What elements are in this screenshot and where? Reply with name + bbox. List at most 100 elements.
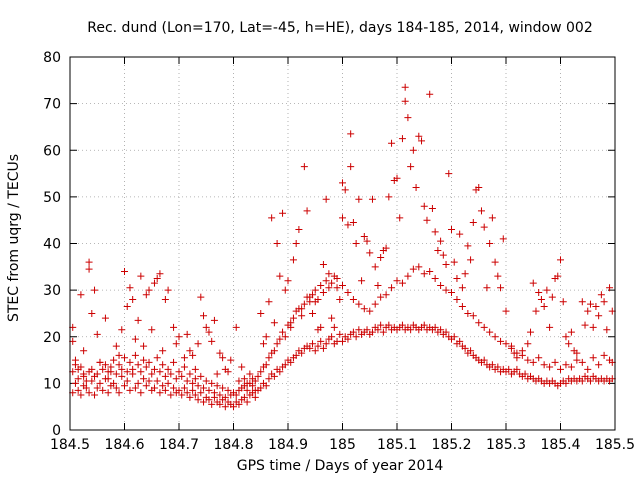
- data-point: [115, 351, 123, 359]
- data-point: [415, 132, 423, 140]
- data-point: [431, 323, 439, 331]
- data-point: [289, 314, 297, 322]
- data-point: [581, 321, 589, 329]
- data-point: [191, 375, 199, 383]
- y-tick-label: 80: [43, 50, 61, 66]
- data-point: [150, 365, 158, 373]
- data-point: [314, 295, 322, 303]
- data-point: [164, 286, 172, 294]
- data-point: [513, 365, 521, 373]
- data-point: [319, 344, 327, 352]
- data-point: [216, 400, 224, 408]
- data-point: [445, 170, 453, 178]
- data-point: [494, 363, 502, 371]
- data-point: [393, 174, 401, 182]
- data-point: [379, 328, 387, 336]
- data-point: [309, 309, 317, 317]
- data-point: [328, 333, 336, 341]
- data-point: [85, 265, 93, 273]
- data-point: [180, 354, 188, 362]
- data-point: [437, 326, 445, 334]
- data-point: [371, 263, 379, 271]
- data-point: [107, 363, 115, 371]
- data-point: [325, 270, 333, 278]
- data-point: [287, 319, 295, 327]
- data-point: [189, 386, 197, 394]
- data-point: [257, 368, 265, 376]
- data-point: [205, 386, 213, 394]
- data-point: [333, 284, 341, 292]
- data-point: [246, 370, 254, 378]
- data-point: [401, 97, 409, 105]
- data-point: [208, 400, 216, 408]
- data-point: [200, 384, 208, 392]
- data-point: [292, 240, 300, 247]
- data-point: [91, 391, 99, 399]
- data-point: [314, 342, 322, 350]
- data-point: [548, 293, 556, 301]
- data-point: [80, 347, 88, 355]
- data-point: [442, 260, 450, 268]
- data-point: [360, 233, 368, 241]
- data-point: [96, 358, 104, 366]
- data-point: [279, 209, 287, 217]
- data-point: [469, 312, 477, 320]
- data-point: [450, 258, 458, 266]
- data-point: [600, 298, 608, 306]
- data-point: [284, 277, 292, 285]
- data-point: [567, 363, 575, 371]
- data-point: [235, 400, 243, 408]
- data-point: [475, 319, 483, 327]
- data-point: [524, 356, 532, 364]
- data-point: [551, 358, 559, 366]
- data-point: [175, 333, 183, 341]
- data-point: [562, 361, 570, 369]
- data-point: [322, 195, 330, 203]
- data-point: [246, 379, 254, 387]
- data-point: [407, 326, 415, 334]
- data-point: [453, 274, 461, 282]
- data-point: [532, 307, 540, 315]
- data-point: [366, 249, 374, 257]
- data-point: [121, 267, 128, 275]
- data-point: [85, 258, 93, 266]
- data-point: [317, 337, 325, 345]
- data-point: [377, 253, 385, 261]
- data-point: [140, 375, 148, 383]
- data-point: [311, 347, 319, 355]
- data-point: [180, 363, 188, 371]
- axis-ticks: 184.5 184.6 184.7 184.8 184.9 185 185.1 185.2 18…: [43, 50, 635, 453]
- data-point: [186, 347, 194, 355]
- data-point: [439, 251, 447, 259]
- data-point: [118, 365, 126, 373]
- data-point: [363, 237, 371, 245]
- data-point: [210, 389, 218, 397]
- data-point: [339, 214, 346, 222]
- data-point: [437, 237, 445, 245]
- data-point: [134, 361, 142, 369]
- data-point: [344, 335, 352, 343]
- x-tick-label: 184.5: [50, 437, 90, 453]
- data-point: [216, 391, 224, 399]
- data-point: [112, 370, 120, 378]
- data-point: [339, 179, 346, 187]
- data-point: [153, 354, 161, 362]
- data-point: [145, 377, 153, 385]
- data-point: [101, 361, 109, 369]
- data-point: [219, 354, 227, 362]
- data-point: [306, 298, 314, 306]
- data-point: [442, 286, 450, 294]
- data-point: [300, 300, 308, 308]
- data-point: [156, 270, 164, 278]
- data-point: [240, 393, 248, 401]
- data-point: [227, 356, 235, 364]
- data-point: [140, 356, 148, 364]
- data-point: [161, 295, 169, 303]
- data-point: [153, 274, 161, 282]
- data-point: [450, 333, 458, 341]
- data-point: [339, 281, 346, 289]
- data-point: [142, 363, 150, 371]
- data-point: [333, 274, 341, 282]
- data-point: [161, 372, 169, 380]
- y-tick-label: 50: [43, 190, 61, 206]
